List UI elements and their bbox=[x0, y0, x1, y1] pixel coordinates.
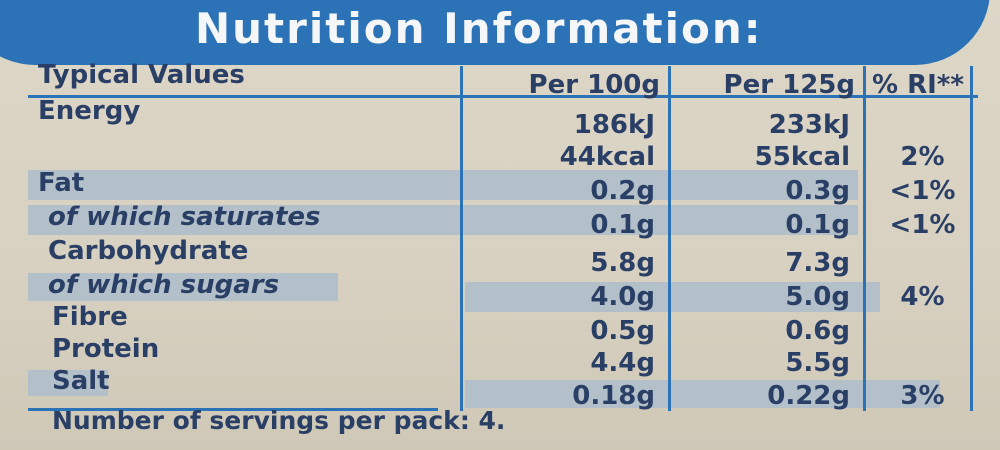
row-label-saturates: of which saturates bbox=[48, 202, 321, 232]
column-divider-4 bbox=[970, 66, 973, 411]
row-per100-sugars: 4.0g bbox=[590, 282, 655, 312]
row-per125-carbohydrate: 7.3g bbox=[785, 248, 850, 278]
row-per100-energy-kj: 186kJ bbox=[573, 110, 655, 140]
row-per125-fibre: 0.6g bbox=[785, 316, 850, 346]
row-per100-fibre: 0.5g bbox=[590, 316, 655, 346]
header-per-125g: Per 125g bbox=[723, 70, 855, 100]
row-per125-fat: 0.3g bbox=[785, 176, 850, 206]
footer-rule bbox=[28, 408, 438, 411]
row-per100-protein: 4.4g bbox=[590, 348, 655, 378]
row-per125-saturates: 0.1g bbox=[785, 210, 850, 240]
servings-note: Number of servings per pack: 4. bbox=[52, 406, 506, 435]
row-label-carbohydrate: Carbohydrate bbox=[48, 236, 249, 266]
row-per100-fat: 0.2g bbox=[590, 176, 655, 206]
row-per125-salt: 0.22g bbox=[767, 381, 850, 411]
row-label-sugars: of which sugars bbox=[48, 270, 280, 300]
row-ri-fat: <1% bbox=[889, 176, 956, 206]
row-label-fibre: Fibre bbox=[52, 302, 128, 332]
page-title: Nutrition Information: bbox=[195, 4, 763, 53]
row-per100-salt: 0.18g bbox=[572, 381, 655, 411]
header-rule bbox=[28, 95, 978, 98]
column-divider-2 bbox=[668, 66, 671, 411]
row-label-fat: Fat bbox=[38, 168, 85, 198]
row-per125-sugars: 5.0g bbox=[785, 282, 850, 312]
row-label-energy: Energy bbox=[38, 96, 141, 126]
header-ri: % RI** bbox=[872, 70, 964, 100]
row-ri-energy: 2% bbox=[900, 142, 945, 172]
row-per125-energy-kj: 233kJ bbox=[768, 110, 850, 140]
row-per100-carbohydrate: 5.8g bbox=[590, 248, 655, 278]
band-fat bbox=[28, 170, 858, 200]
title-banner bbox=[0, 0, 990, 65]
band-sugars-values bbox=[465, 282, 880, 312]
band-saturates bbox=[28, 205, 858, 235]
band-salt-values bbox=[465, 380, 940, 408]
column-divider-1 bbox=[460, 66, 463, 411]
row-ri-sugars: 4% bbox=[900, 282, 945, 312]
row-per100-saturates: 0.1g bbox=[590, 210, 655, 240]
header-typical-values: Typical Values bbox=[38, 60, 245, 90]
row-per100-energy-kcal: 44kcal bbox=[559, 142, 655, 172]
band-salt-label bbox=[28, 370, 108, 396]
band-sugars-label bbox=[28, 273, 338, 301]
row-ri-saturates: <1% bbox=[889, 210, 956, 240]
row-label-protein: Protein bbox=[52, 334, 160, 364]
row-ri-salt: 3% bbox=[900, 381, 945, 411]
row-per125-protein: 5.5g bbox=[785, 348, 850, 378]
row-per125-energy-kcal: 55kcal bbox=[754, 142, 850, 172]
row-label-salt: Salt bbox=[52, 366, 110, 396]
column-divider-3 bbox=[863, 66, 866, 411]
header-per-100g: Per 100g bbox=[528, 70, 660, 100]
